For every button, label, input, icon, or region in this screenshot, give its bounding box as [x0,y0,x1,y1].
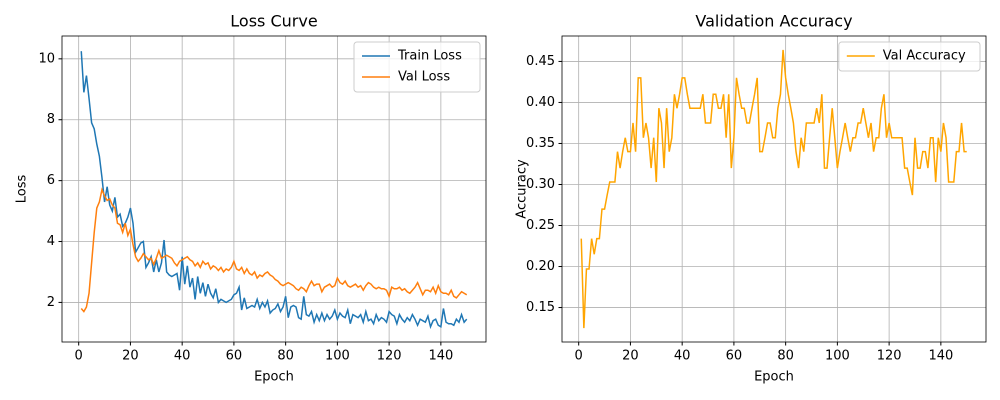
legend-label: Val Accuracy [883,49,966,64]
x-tick-label: 20 [622,349,639,364]
axes-frame [561,35,987,343]
x-tick-label: 60 [226,349,243,364]
x-tick-label: 80 [777,349,794,364]
subplot: 0 20 40 60 80 100 120 140 0.15 0.20 0.25 0.30 0.35 0.… [515,12,987,385]
x-tick-label: 120 [877,349,902,364]
y-tick-label: 0.15 [526,300,555,315]
x-tick-label: 0 [75,349,83,364]
chart-title: Loss Curve [230,12,317,31]
x-tick-label: 120 [377,349,402,364]
x-tick-label: 80 [277,349,294,364]
y-tick-label: 0.25 [526,218,555,233]
series-line [580,49,967,329]
x-tick-label: 0 [575,349,583,364]
y-axis-label: Loss [15,175,30,204]
plot-area [80,51,468,330]
series-line [80,51,468,330]
legend-box [353,41,481,93]
x-tick-label: 40 [674,349,691,364]
y-tick-label: 4 [47,234,55,249]
y-tick-label: 0.20 [526,259,555,274]
legend-box [838,41,981,72]
x-axis-label: Epoch [754,370,794,385]
chart-title: Validation Accuracy [695,12,852,31]
x-axis-label: Epoch [254,370,294,385]
legend-label: Train Loss [397,49,462,64]
subplot: 0 20 40 60 80 100 120 140 2 4 6 8 10 Loss Curve Epoch L… [15,12,487,385]
x-tick-label: 20 [122,349,139,364]
y-axis-label: Accuracy [515,159,530,219]
y-tick-label: 0.45 [526,54,555,69]
x-tick-label: 140 [928,349,953,364]
x-tick-label: 100 [325,349,350,364]
y-tick-label: 2 [47,295,55,310]
y-tick-label: 10 [38,51,55,66]
y-tick-label: 6 [47,173,55,188]
y-tick-label: 0.35 [526,136,555,151]
plot-area [580,49,967,329]
x-tick-label: 100 [825,349,850,364]
y-tick-label: 8 [47,112,55,127]
y-tick-label: 0.30 [526,177,555,192]
y-tick-label: 0.40 [526,95,555,110]
legend-label: Val Loss [398,70,450,85]
x-tick-label: 140 [428,349,453,364]
x-tick-label: 60 [726,349,743,364]
series-line [80,187,468,313]
axes-frame [61,35,487,343]
x-tick-label: 40 [174,349,191,364]
